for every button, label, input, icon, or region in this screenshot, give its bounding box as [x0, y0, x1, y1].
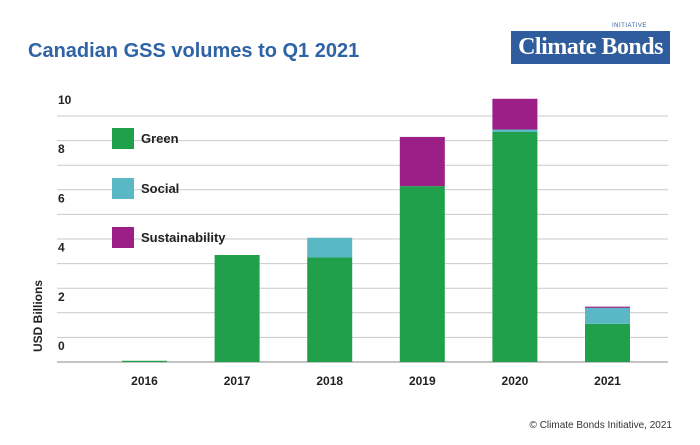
- legend-label-green: Green: [141, 131, 179, 146]
- bar-green-2016: [122, 360, 167, 362]
- chart-title: Canadian GSS volumes to Q1 2021: [28, 40, 360, 62]
- y-tick-label: 6: [58, 191, 65, 205]
- bar-sustainability-2020: [492, 98, 538, 130]
- x-tick-label: 2020: [502, 374, 529, 388]
- bar-green-2020: [492, 131, 538, 362]
- x-tick-label: 2017: [224, 374, 251, 388]
- bar-green-2021: [585, 323, 630, 362]
- legend-label-sustainability: Sustainability: [141, 230, 226, 245]
- bar-green-2017: [214, 254, 260, 362]
- x-tick-label: 2016: [131, 374, 158, 388]
- x-tick-label: 2019: [409, 374, 436, 388]
- bar-social-2020: [492, 129, 538, 132]
- x-tick-label: 2018: [316, 374, 343, 388]
- bar-social-2018: [307, 237, 353, 258]
- x-tick-label: 2021: [594, 374, 621, 388]
- bar-sustainability-2021: [585, 306, 630, 308]
- y-tick-label: 2: [58, 290, 65, 304]
- legend-label-social: Social: [141, 181, 179, 196]
- y-tick-label: 0: [58, 339, 65, 353]
- bar-sustainability-2019: [399, 136, 445, 187]
- y-tick-label: 8: [58, 142, 65, 156]
- bar-social-2021: [585, 307, 630, 324]
- y-tick-label: 4: [58, 241, 65, 255]
- y-tick-label: 10: [58, 93, 72, 107]
- bar-green-2019: [399, 186, 445, 362]
- logo-subtitle: INITIATIVE: [612, 23, 647, 29]
- legend-swatch-sustainability: [112, 227, 134, 248]
- climate-bonds-logo: Climate Bonds: [511, 31, 670, 64]
- legend-swatch-green: [112, 128, 134, 149]
- y-axis-label: USD Billions: [31, 280, 45, 352]
- copyright-footer: © Climate Bonds Initiative, 2021: [529, 420, 672, 431]
- legend-swatch-social: [112, 178, 134, 199]
- bar-green-2018: [307, 257, 353, 362]
